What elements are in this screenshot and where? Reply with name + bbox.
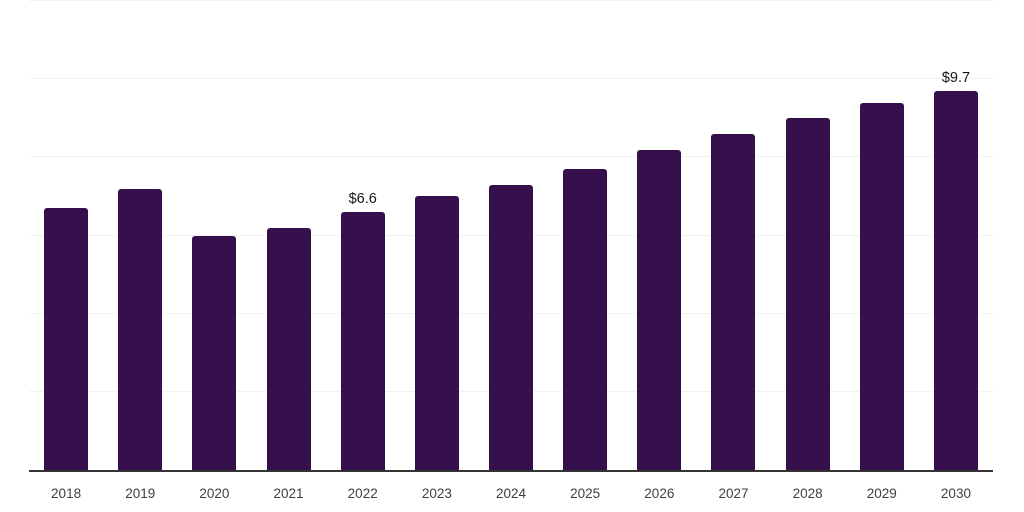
x-tick-label-2022: 2022 <box>347 486 378 501</box>
bar-slot-2019 <box>103 1 177 470</box>
bar-2030 <box>933 90 978 470</box>
x-tick-label-2019: 2019 <box>125 486 156 501</box>
gridline-12 <box>29 0 993 1</box>
gridline-10 <box>29 78 993 80</box>
bar-slot-2020 <box>177 1 251 470</box>
x-axis-labels: 2018 2019 2020 2021 2022 2023 2024 2025 2026 2027… <box>29 485 993 502</box>
bar-2028 <box>785 118 830 470</box>
bar-slot-2022: $6.6 <box>326 1 400 470</box>
x-tick-label-2028: 2028 <box>792 486 823 501</box>
bar-slot-2030: $9.7 <box>919 1 993 470</box>
bar-slot-2027 <box>696 1 770 470</box>
bar-2025 <box>563 169 608 470</box>
bar-2021 <box>266 227 311 470</box>
bar-slot-2026 <box>622 1 696 470</box>
bar-slot-2021 <box>251 1 325 470</box>
x-tick-label-2020: 2020 <box>199 486 230 501</box>
bar-2019 <box>118 188 163 470</box>
bar-slot-2024 <box>474 1 548 470</box>
plot-area: $6.6 $9.7 <box>29 0 993 472</box>
x-tick-label-2027: 2027 <box>718 486 749 501</box>
bar-2023 <box>414 196 459 470</box>
bar-value-label-2022: $6.6 <box>348 191 377 208</box>
bar-slot-2028 <box>771 1 845 470</box>
bar-2024 <box>489 184 534 470</box>
x-tick-label-2026: 2026 <box>644 486 675 501</box>
gridline-8 <box>29 156 993 158</box>
bar-value-label-2030: $9.7 <box>941 69 971 86</box>
x-tick-label-2018: 2018 <box>51 486 82 501</box>
bar-2018 <box>44 208 89 470</box>
bars: $6.6 $9.7 <box>29 1 993 470</box>
bar-slot-2029 <box>845 1 919 470</box>
x-tick-label-2030: 2030 <box>940 486 971 501</box>
bar-2029 <box>859 102 904 470</box>
x-tick-label-2029: 2029 <box>866 486 897 501</box>
x-tick-label-2023: 2023 <box>421 486 452 501</box>
bar-slot-2018 <box>29 1 103 470</box>
bar-2020 <box>192 235 237 470</box>
bar-slot-2025 <box>548 1 622 470</box>
bar-2027 <box>711 133 756 470</box>
x-tick-label-2021: 2021 <box>273 486 304 501</box>
x-tick-label-2025: 2025 <box>570 486 601 501</box>
bar-2022 <box>340 212 385 470</box>
bar-slot-2023 <box>400 1 474 470</box>
bar-2026 <box>637 149 682 470</box>
x-tick-label-2024: 2024 <box>495 486 527 501</box>
